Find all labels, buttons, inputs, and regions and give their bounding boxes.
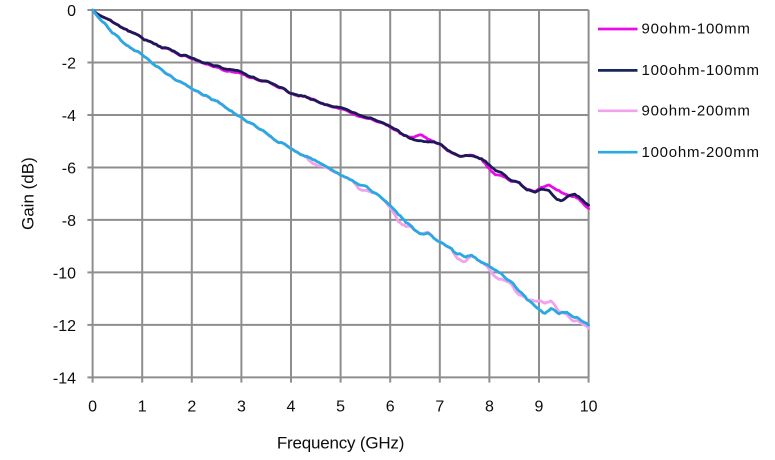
svg-text:-10: -10 [53,266,76,283]
svg-text:2: 2 [187,399,196,416]
svg-text:10: 10 [580,399,598,416]
svg-text:6: 6 [386,399,395,416]
svg-text:0: 0 [67,3,76,20]
svg-text:Frequency (GHz): Frequency (GHz) [277,434,404,453]
svg-text:1: 1 [138,399,147,416]
svg-text:0: 0 [88,399,97,416]
svg-text:-8: -8 [62,213,76,230]
svg-text:100ohm-100mm: 100ohm-100mm [642,62,760,79]
svg-text:100ohm-200mm: 100ohm-200mm [642,144,760,161]
svg-text:9: 9 [535,399,544,416]
svg-text:8: 8 [485,399,494,416]
svg-text:-2: -2 [62,56,76,73]
svg-text:90ohm-100mm: 90ohm-100mm [642,21,751,38]
svg-text:-14: -14 [53,371,76,388]
svg-text:3: 3 [237,399,246,416]
svg-text:5: 5 [336,399,345,416]
svg-text:4: 4 [287,399,296,416]
svg-text:-12: -12 [53,318,76,335]
svg-text:Gain (dB): Gain (dB) [19,157,38,230]
svg-text:7: 7 [435,399,444,416]
svg-text:-6: -6 [62,161,76,178]
svg-text:-4: -4 [62,108,76,125]
svg-text:90ohm-200mm: 90ohm-200mm [642,102,751,119]
